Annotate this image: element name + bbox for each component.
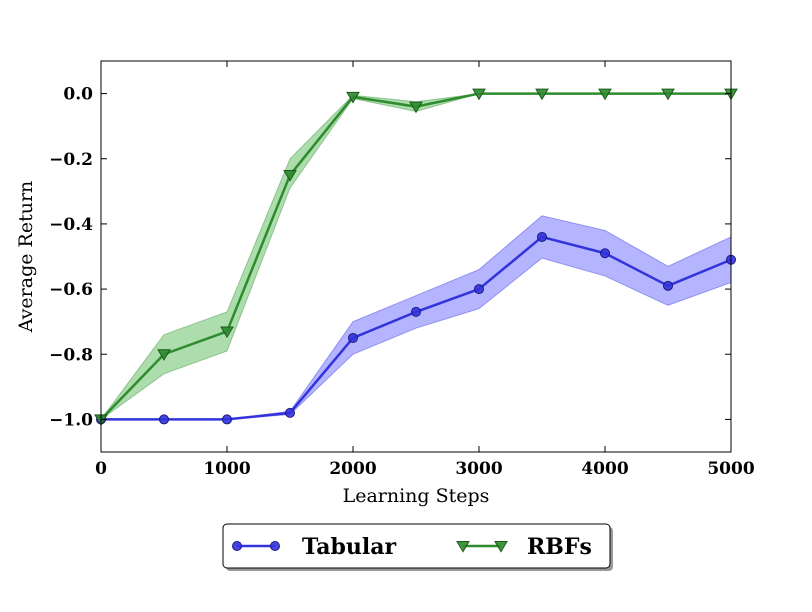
rbfs-point: [346, 91, 360, 104]
y-tick-label: −0.2: [49, 150, 93, 170]
tabular-point: [411, 306, 421, 317]
legend-tabular-marker: [232, 541, 242, 551]
rbfs-point: [472, 88, 486, 101]
tabular-point: [537, 231, 547, 242]
x-tick-label: 4000: [581, 459, 628, 479]
x-tick-label: 1000: [203, 459, 250, 479]
y-tick-label: 0.0: [63, 85, 93, 105]
rbfs-point: [283, 170, 297, 182]
x-tick-label: 3000: [455, 459, 502, 479]
tabular-point: [663, 280, 673, 291]
x-tick-label: 2000: [329, 459, 376, 479]
tabular-point: [222, 414, 232, 425]
legend-box: [222, 523, 611, 569]
rbfs-point: [157, 349, 171, 361]
y-tick-label: −0.8: [49, 345, 93, 365]
plot-frame: [100, 60, 732, 453]
tabular-point: [600, 248, 610, 259]
tabular-point: [348, 332, 358, 343]
legend-rbfs-marker: [456, 541, 470, 553]
legend-rbfs-marker: [494, 541, 508, 553]
y-axis-label: Average Return: [15, 181, 37, 334]
x-axis-label: Learning Steps: [343, 485, 490, 507]
x-tick-label: 5000: [707, 459, 754, 479]
legend-tabular-marker: [270, 541, 280, 551]
tabular-point: [285, 407, 295, 418]
rbfs-band: [100, 93, 731, 420]
tabular-band: [101, 215, 732, 420]
x-tick-label: 0: [95, 459, 107, 479]
rbfs-point: [598, 88, 612, 101]
y-tick-label: −0.6: [49, 280, 93, 300]
rbfs-point: [220, 326, 234, 339]
axis-ticks: 0 1000 2000 3000 4000 5000 0.0 −0.2 −0.4 −0.6 −0.8…: [49, 61, 755, 479]
y-tick-label: −1.0: [49, 410, 93, 430]
legend-tabular-label: Tabular: [302, 534, 397, 560]
legend: Tabular RBFs: [222, 523, 613, 571]
rbfs-point: [535, 88, 549, 101]
rbfs-point: [409, 101, 423, 114]
tabular-point: [474, 284, 484, 295]
tabular-point: [159, 414, 169, 425]
rbfs-point: [661, 88, 675, 101]
y-tick-label: −0.4: [49, 215, 93, 235]
legend-rbfs-label: RBFs: [527, 534, 592, 560]
confidence-bands: [100, 93, 732, 420]
